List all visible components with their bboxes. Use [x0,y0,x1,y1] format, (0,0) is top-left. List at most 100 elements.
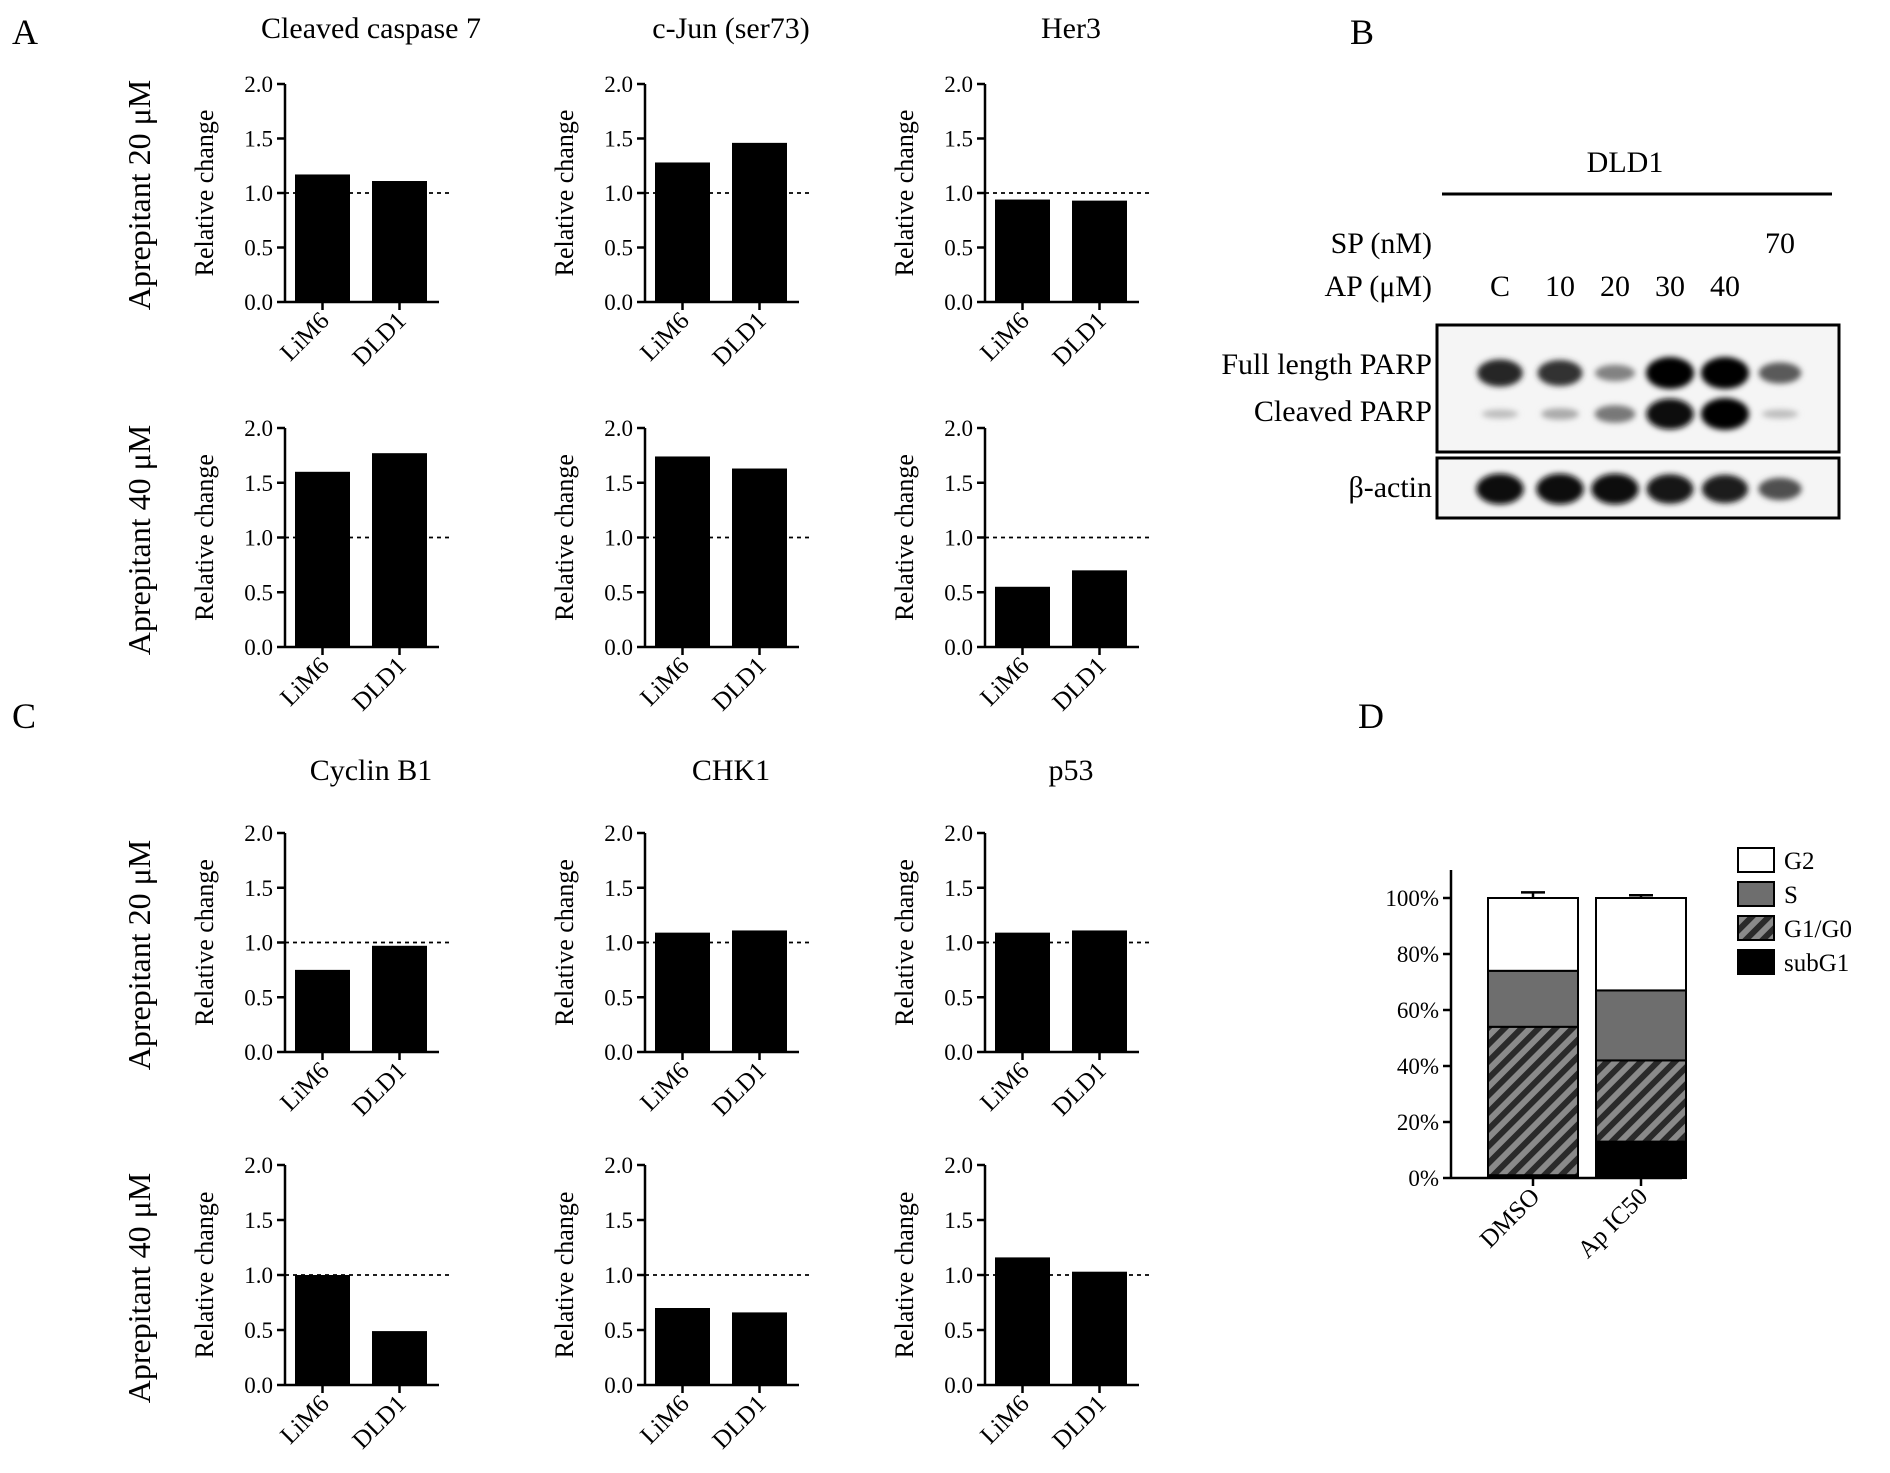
bar-lim6 [295,174,350,302]
chart-title: c-Jun (ser73) [652,12,809,45]
bar-lim6 [295,471,350,647]
row-label-a-top: Aprepitant 20 μM [121,80,157,310]
legend-swatch [1737,847,1775,873]
bar-dld1 [1072,200,1127,302]
chart-her3-20um: Her3 Relative change 0.0 0.5 1.0 1.5 2.0 LiM6 DL… [890,12,1149,371]
y-axis-label: Relative change [190,454,219,621]
chart-p53-40um: Relative change 0.0 0.5 1.0 1.5 2.0 LiM6 DLD1 [890,1153,1149,1454]
band-beta-actin [1591,473,1639,505]
y-tick-label: 0.0 [604,635,633,660]
y-tick-label: 0.0 [944,290,973,315]
chart-title: Cleaved caspase 7 [261,12,481,45]
x-category-label: LiM6 [975,652,1034,711]
band-beta-actin [1646,474,1694,504]
bar-dld1 [372,1331,427,1385]
blot-ap-label: AP (μM) [1325,270,1432,303]
y-tick-label: 2.0 [604,416,633,441]
blot-sp-label: SP (nM) [1331,227,1432,260]
y-tick-label: 0.5 [944,985,973,1010]
y-axis-label: Relative change [190,110,219,277]
row-label-a-bottom: Aprepitant 40 μM [121,425,157,655]
band-beta-actin [1476,473,1524,505]
y-tick-label: 1.0 [944,526,973,551]
bar-dld1 [732,142,787,302]
blot-ap-value: 30 [1655,270,1685,303]
y-tick-label: 1.0 [944,931,973,956]
bar-dld1 [1072,570,1127,647]
legend-swatch [1737,915,1775,941]
y-tick-label: 1.0 [244,526,273,551]
x-category-label: LiM6 [975,1390,1034,1449]
y-axis-label: Relative change [550,454,579,621]
panel-letter-c: C [12,696,36,736]
y-tick-label: 0% [1408,1166,1439,1191]
y-tick-label: 1.5 [604,471,633,496]
y-tick-label: 1.5 [244,1208,273,1233]
y-tick-label: 0.0 [604,290,633,315]
chart-cyclinb1-20um: Cyclin B1 Relative change 0.0 0.5 1.0 1.5 2.0 L… [190,754,449,1121]
segment-g2 [1487,897,1579,972]
y-tick-label: 2.0 [244,821,273,846]
y-tick-label: 1.0 [244,1263,273,1288]
chart-chk1-40um: Relative change 0.0 0.5 1.0 1.5 2.0 LiM6 DLD1 [550,1153,809,1454]
chart-p53-20um: p53 Relative change 0.0 0.5 1.0 1.5 2.0 LiM6 DLD… [890,754,1149,1121]
legend-label: S [1784,882,1798,909]
chart-title: p53 [1049,754,1094,787]
chart-title: CHK1 [692,754,770,787]
bar-lim6 [295,969,350,1052]
y-axis-label: Relative change [890,859,919,1026]
x-category-label: LiM6 [635,1390,694,1449]
blot-label-cleaved-parp: Cleaved PARP [1254,395,1432,428]
x-category-label: DMSO [1475,1183,1545,1253]
x-category-label: DLD1 [1047,1057,1111,1121]
bar-dld1 [732,468,787,647]
y-tick-label: 1.0 [944,181,973,206]
legend-label: G2 [1784,848,1815,875]
y-tick-label: 0.0 [244,635,273,660]
x-category-label: DLD1 [347,1057,411,1121]
y-tick-label: 2.0 [944,821,973,846]
y-tick-label: 2.0 [244,416,273,441]
chart-cleaved-caspase7-40um: Relative change 0.0 0.5 1.0 1.5 2.0 LiM6 DLD1 [190,416,449,716]
x-category-label: LiM6 [635,1057,694,1116]
x-category-label: LiM6 [275,652,334,711]
y-tick-label: 2.0 [944,1153,973,1178]
y-axis-label: Relative change [550,110,579,277]
panel-letter-b: B [1350,12,1374,52]
western-blot-panel: DLD1 SP (nM) AP (μM) C 10 20 30 40 70 Full le… [1221,146,1841,520]
x-category-label: LiM6 [635,652,694,711]
y-tick-label: 2.0 [604,1153,633,1178]
x-category-label: DLD1 [347,652,411,716]
chart-cjun-40um: Relative change 0.0 0.5 1.0 1.5 2.0 LiM6 DLD1 [550,416,809,716]
y-tick-label: 0.0 [244,1373,273,1398]
y-tick-label: 1.0 [604,1263,633,1288]
band-cleaved-parp [1761,409,1799,419]
x-category-label: DLD1 [707,1390,771,1454]
band-full-parp [1594,364,1636,382]
bar-lim6 [295,1275,350,1385]
y-tick-label: 1.5 [944,471,973,496]
band-full-parp [1646,357,1694,389]
y-axis-label: Relative change [890,454,919,621]
segment-g1-g0 [1595,1059,1687,1143]
y-tick-label: 0.5 [944,236,973,261]
band-beta-actin [1536,473,1584,505]
bar-dld1 [372,453,427,647]
bar-lim6 [995,932,1050,1052]
y-tick-label: 0.0 [604,1373,633,1398]
blot-sp-value: 70 [1765,227,1795,260]
band-full-parp [1477,359,1523,387]
y-axis-label: Relative change [550,859,579,1026]
x-category-label: DLD1 [1047,307,1111,371]
legend-swatch [1737,949,1775,975]
blot-ap-value: 20 [1600,270,1630,303]
cell-cycle-legend: G2 S G1/G0 subG1 [1737,847,1852,977]
y-tick-label: 1.0 [244,931,273,956]
chart-chk1-20um: CHK1 Relative change 0.0 0.5 1.0 1.5 2.0 LiM6 DL… [550,754,809,1121]
y-tick-label: 2.0 [244,1153,273,1178]
bar-dld1 [1072,1271,1127,1385]
x-category-label: DLD1 [707,307,771,371]
chart-cell-cycle-stacked: 0% 20% 40% 60% 80% 100% DMSO Ap IC50 [1385,870,1687,1264]
chart-cleaved-caspase7-20um: Cleaved caspase 7 Relative change 0.0 0.5 1.… [190,12,481,371]
